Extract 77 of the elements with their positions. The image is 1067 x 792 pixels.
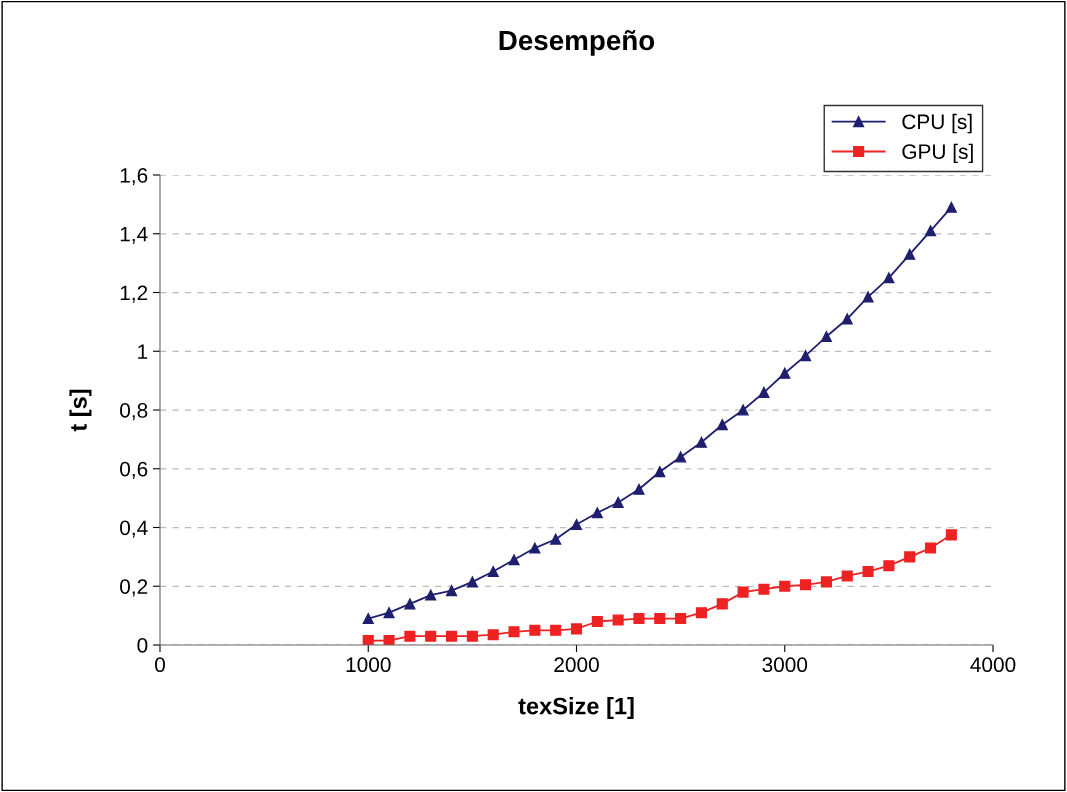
point [591,507,603,519]
point [841,570,853,582]
point [820,331,832,343]
point [612,614,624,626]
point [883,560,895,572]
point [550,533,562,545]
point [404,630,416,642]
point [862,566,874,578]
y-tick-label: 1,6 [120,168,148,186]
point [383,635,395,645]
point [758,386,770,398]
point [570,519,583,531]
point [924,542,937,554]
y-tick-label: 1,4 [120,226,148,244]
point [445,630,458,642]
y-tick-label: 0 [137,638,148,653]
legend-label: CPU [s] [902,113,972,134]
point [529,542,541,554]
y-tick-label: 1,2 [120,285,148,303]
point [945,529,957,541]
point [945,201,957,213]
y-tick-label: 1 [138,344,148,359]
point [362,613,374,625]
x-tick-label: 4000 [970,657,1016,673]
point [924,225,937,237]
x-axis-title: texSize [1] [518,697,634,720]
point [820,576,832,588]
point [591,615,603,628]
point [737,586,749,598]
chart-title: Desempeño [499,29,655,56]
point [883,272,895,284]
point [779,580,791,592]
point [904,551,916,563]
point [675,613,687,625]
x-tick-label: 3000 [762,657,808,673]
point [779,367,791,379]
x-tick-label: 2000 [554,657,599,673]
y-tick-label: 0,8 [120,403,148,421]
point [633,483,645,495]
point [695,607,708,619]
point [716,419,728,431]
point [508,554,520,566]
point [404,598,416,610]
point [862,291,874,303]
point [612,496,624,509]
point [425,589,437,601]
point [654,466,666,478]
point [466,576,478,588]
point [800,579,812,591]
point [383,607,395,619]
point [529,624,541,636]
point [633,613,645,625]
point [487,629,499,641]
point [695,436,708,448]
point [675,451,687,463]
point [425,630,437,642]
y-tick-label: 0,4 [120,520,148,538]
point [487,566,499,578]
point [758,583,770,595]
point [841,313,853,325]
point [508,626,520,638]
point [737,404,749,416]
point [654,613,666,625]
legend-label: GPU [s] [902,143,973,164]
point [716,598,728,610]
x-tick-label: 1000 [346,657,391,673]
point [445,585,458,597]
y-axis-title: t [s] [69,389,92,432]
x-tick-label: 0 [155,657,165,673]
point [362,635,374,645]
y-tick-label: 0,2 [120,579,148,597]
point [466,630,478,642]
point [550,624,562,636]
point [570,623,583,635]
point [904,248,916,260]
y-tick-label: 0,6 [120,461,148,479]
point [800,350,812,362]
